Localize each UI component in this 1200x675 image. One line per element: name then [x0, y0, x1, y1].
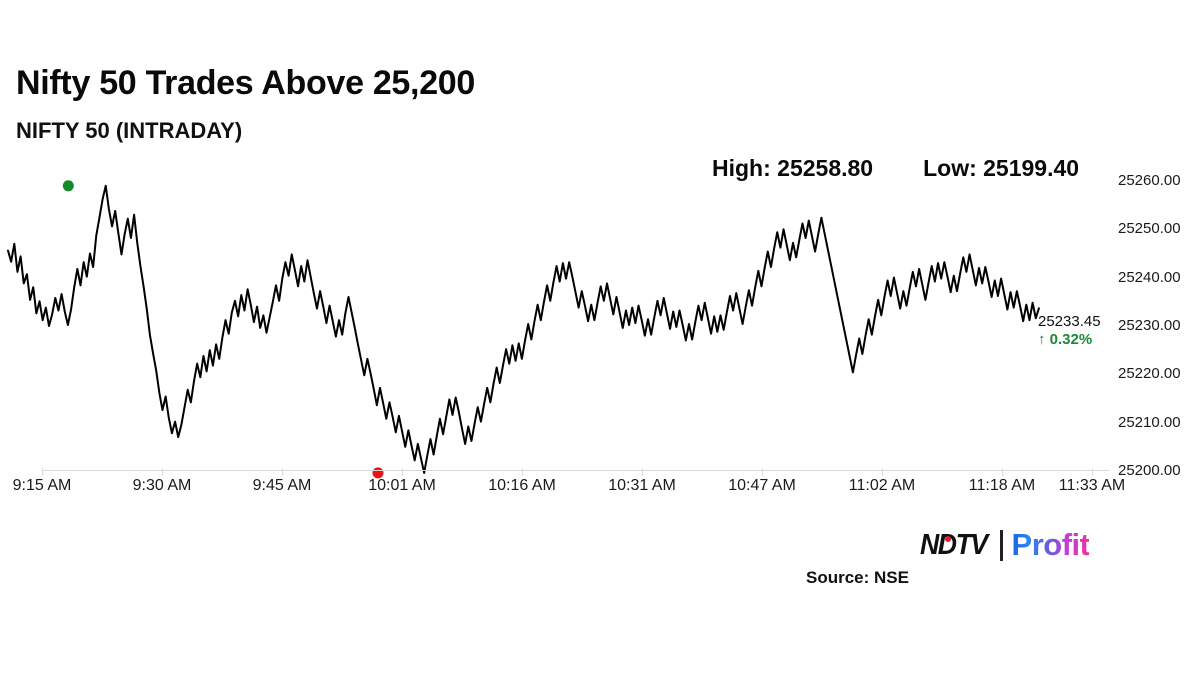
stat-low: Low: 25199.40 [923, 155, 1080, 181]
y-axis-tick-label: 25220.00 [1118, 365, 1181, 383]
price-line-svg [7, 180, 1040, 479]
x-axis-tick-label: 9:15 AM [12, 477, 72, 494]
ndtv-profit-logo: NDTV Profit [920, 527, 1090, 562]
x-axis-tick-label: 11:02 AM [848, 477, 916, 494]
x-axis-tick-mark [522, 468, 523, 476]
y-axis-tick-label: 25200.00 [1118, 462, 1181, 479]
chart-subtitle: NIFTY 50 (INTRADAY) [16, 118, 243, 143]
stats-row: High: 25258.80 Low: 25199.40 [712, 155, 1079, 182]
x-axis-tick-mark [162, 468, 163, 476]
last-price-change: ↑ 0.32% [1038, 331, 1093, 349]
chart-plot-area [0, 160, 1200, 480]
y-axis-tick-label: 25240.00 [1118, 268, 1181, 286]
logo-ndtv-text: NDTV [920, 528, 988, 561]
x-axis-tick-mark [282, 468, 283, 476]
x-axis-tick-label: 11:18 AM [968, 477, 1036, 494]
y-axis-tick-label: 25230.00 [1118, 317, 1181, 334]
y-axis: 25200.00 25210.00 25220.00 25230.00 25240.00… [1118, 160, 1200, 480]
x-axis-tick-mark [642, 468, 643, 476]
last-price-callout: 25233.45 ↑ 0.32% [1038, 313, 1138, 349]
x-axis-tick-mark [1002, 468, 1003, 476]
x-axis-tick-mark [1092, 468, 1093, 476]
x-axis-line [42, 470, 1110, 471]
logo-red-dot-icon [945, 536, 951, 542]
x-axis-tick-mark [42, 468, 43, 476]
x-axis-tick-label: 10:16 AM [488, 477, 556, 494]
logo-divider [999, 529, 1003, 561]
x-axis-tick-mark [882, 468, 883, 476]
x-axis-tick-label: 9:30 AM [132, 477, 192, 494]
price-line [7, 184, 1040, 474]
source-attribution: Source: NSE [806, 568, 909, 587]
logo-profit-text: Profit [1011, 527, 1090, 562]
page-title: Nifty 50 Trades Above 25,200 [16, 64, 476, 102]
high-marker [62, 180, 74, 192]
y-axis-tick-label: 25250.00 [1118, 220, 1181, 238]
last-price-value: 25233.45 [1038, 313, 1101, 330]
x-axis-tick-mark [762, 468, 763, 476]
x-axis-tick-label: 10:31 AM [608, 477, 676, 494]
x-axis: 9:15 AM 9:30 AM 9:45 AM 10:01 AM 10:16 AM 10:… [0, 468, 1125, 504]
y-axis-tick-label: 25210.00 [1118, 413, 1181, 431]
y-axis-tick-label: 25260.00 [1118, 172, 1181, 189]
stat-high: High: 25258.80 [712, 155, 874, 181]
x-axis-tick-mark [402, 468, 403, 476]
x-axis-tick-label: 9:45 AM [252, 477, 312, 494]
x-axis-tick-label: 10:47 AM [728, 477, 796, 494]
x-axis-tick-label: 10:01 AM [368, 477, 436, 494]
x-axis-tick-label: 11:33 AM [1058, 477, 1126, 494]
